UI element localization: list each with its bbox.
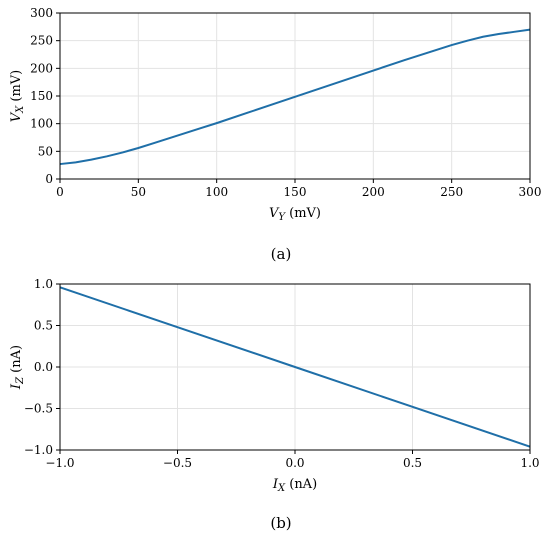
a-x-tick-label: 250 <box>440 185 463 199</box>
a-x-tick-label: 0 <box>56 185 64 199</box>
a-x-tick-label: 300 <box>519 185 542 199</box>
a-y-tick-label: 250 <box>30 34 53 48</box>
b-x-tick-label: −0.5 <box>163 456 192 470</box>
chart-a: 0 50 100 150 200 250 300 0 50 100 150 200 250 300 VY … <box>9 6 541 263</box>
b-y-tick-label: 0.5 <box>34 319 53 333</box>
b-x-tick-label: 0.0 <box>285 456 304 470</box>
b-x-tick-label: −1.0 <box>45 456 74 470</box>
a-x-tick-label: 100 <box>205 185 228 199</box>
a-y-tick-label: 200 <box>30 61 53 75</box>
chart-b-ticks: −1.0 −0.5 0.0 0.5 1.0 −1.0 −0.5 0.0 0.5 1.0 <box>24 277 540 470</box>
chart-b-caption: (b) <box>270 514 291 532</box>
a-y-tick-label: 300 <box>30 6 53 20</box>
chart-a-x-axis-label: VY (mV) <box>269 206 321 223</box>
chart-b: −1.0 −0.5 0.0 0.5 1.0 −1.0 −0.5 0.0 0.5 1.0 IX (n… <box>9 277 540 532</box>
b-x-tick-label: 1.0 <box>520 456 539 470</box>
b-y-tick-label: −1.0 <box>24 443 53 457</box>
b-y-tick-label: −0.5 <box>24 402 53 416</box>
a-y-tick-label: 150 <box>30 89 53 103</box>
a-series-line <box>59 28 531 166</box>
chart-a-y-axis-label: VX (mV) <box>9 70 26 123</box>
b-y-tick-label: 1.0 <box>34 277 53 291</box>
b-x-tick-label: 0.5 <box>403 456 422 470</box>
b-y-tick-label: 0.0 <box>34 360 53 374</box>
chart-a-series <box>59 28 531 166</box>
chart-a-ticks: 0 50 100 150 200 250 300 0 50 100 150 200 250 300 <box>30 6 541 199</box>
a-y-tick-label: 100 <box>30 117 53 131</box>
a-x-tick-label: 200 <box>362 185 385 199</box>
a-y-tick-label: 0 <box>45 172 53 186</box>
chart-b-y-axis-label: IZ (nA) <box>9 345 26 390</box>
chart-b-series <box>59 286 531 448</box>
b-series-line <box>59 286 531 448</box>
a-x-tick-label: 50 <box>131 185 146 199</box>
chart-a-caption: (a) <box>271 245 292 263</box>
a-y-tick-label: 50 <box>38 144 53 158</box>
chart-b-x-axis-label: IX (nA) <box>272 477 317 494</box>
a-x-tick-label: 150 <box>284 185 307 199</box>
